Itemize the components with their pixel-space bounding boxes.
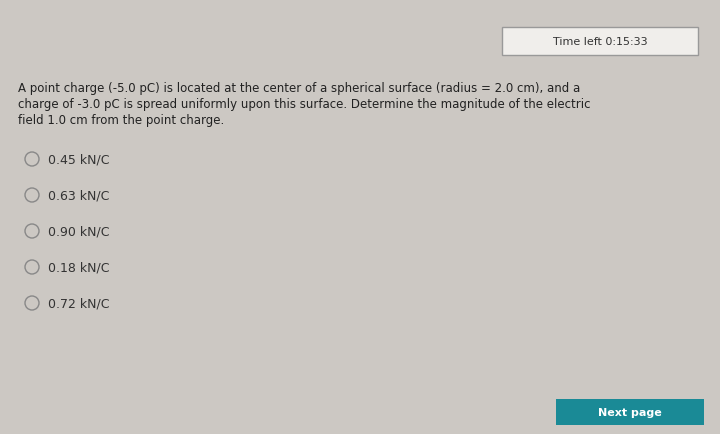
Text: 0.18 kN/C: 0.18 kN/C [48, 261, 109, 274]
Text: Time left 0:15:33: Time left 0:15:33 [553, 37, 647, 47]
Text: 0.45 kN/C: 0.45 kN/C [48, 153, 109, 166]
Text: Next page: Next page [598, 407, 662, 417]
Text: charge of -3.0 pC is spread uniformly upon this surface. Determine the magnitude: charge of -3.0 pC is spread uniformly up… [18, 98, 590, 111]
Text: 0.63 kN/C: 0.63 kN/C [48, 189, 109, 202]
Text: 0.72 kN/C: 0.72 kN/C [48, 297, 109, 310]
FancyBboxPatch shape [502, 28, 698, 56]
Text: field 1.0 cm from the point charge.: field 1.0 cm from the point charge. [18, 114, 224, 127]
Text: A point charge (-5.0 pC) is located at the center of a spherical surface (radius: A point charge (-5.0 pC) is located at t… [18, 82, 580, 95]
FancyBboxPatch shape [556, 399, 704, 425]
Text: 0.90 kN/C: 0.90 kN/C [48, 225, 109, 238]
